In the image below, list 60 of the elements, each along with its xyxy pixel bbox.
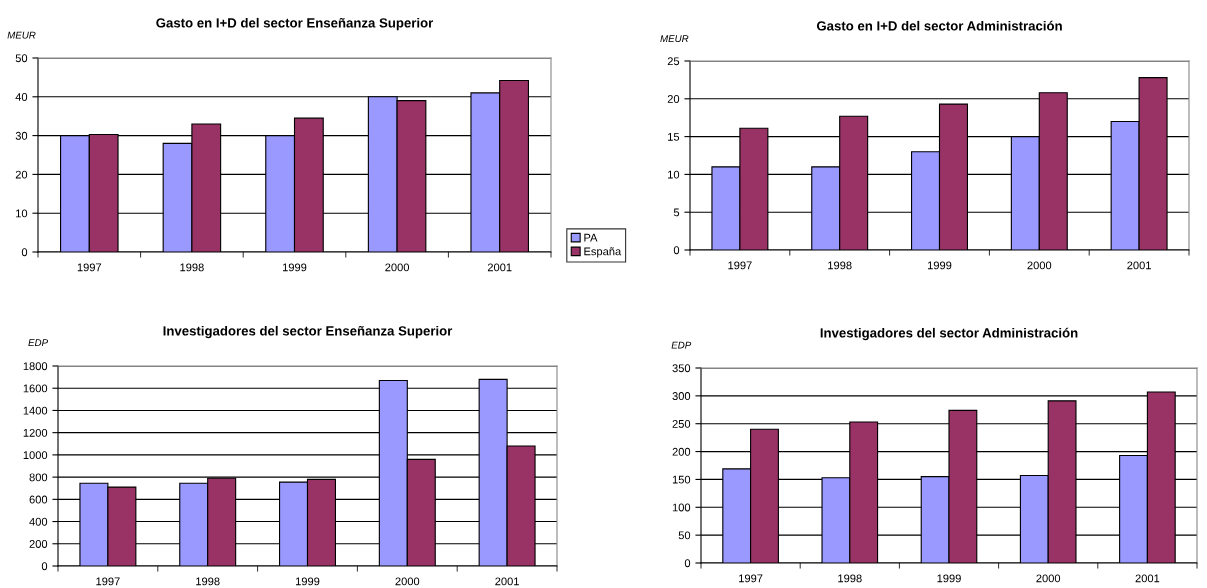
legend-label: PA [584, 233, 598, 242]
y-tick-label: 100 [672, 503, 691, 512]
y-tick-label: 0 [673, 246, 680, 255]
x-tick-label: 2000 [1036, 574, 1061, 583]
legend-label: España [584, 247, 622, 258]
y-tick-label: 0 [684, 559, 691, 568]
y-axis-title: EDP [28, 339, 48, 346]
y-tick-label: 10 [16, 209, 28, 218]
y-tick-label: 300 [672, 392, 691, 400]
y-axis-title: MEUR [7, 31, 36, 39]
y-tick-label: 0 [41, 562, 48, 571]
y-tick-label: 1800 [23, 362, 48, 371]
y-tick-label: 15 [668, 132, 680, 141]
x-tick-label: 1998 [828, 261, 852, 270]
x-tick-label: 1998 [838, 574, 862, 583]
y-tick-label: 800 [29, 473, 48, 482]
x-tick-label: 1997 [77, 263, 102, 272]
x-tick-label: 1999 [282, 263, 307, 272]
y-tick-label: 400 [29, 517, 48, 526]
y-tick-label: 1400 [23, 406, 48, 415]
y-tick-label: 1000 [23, 451, 48, 460]
y-tick-label: 1600 [23, 384, 48, 393]
x-tick-label: 1997 [739, 574, 763, 583]
x-tick-label: 1998 [180, 263, 204, 272]
y-tick-label: 10 [668, 170, 680, 179]
x-tick-label: 2000 [385, 263, 410, 272]
x-tick-label: 2001 [1127, 261, 1151, 270]
y-tick-label: 20 [667, 95, 680, 103]
chart-title: Gasto en I+D del sector Enseñanza Superior [156, 17, 434, 31]
y-tick-label: 0 [21, 248, 28, 257]
x-tick-label: 2000 [1027, 261, 1052, 270]
x-tick-label: 2001 [495, 577, 519, 586]
y-tick-label: 25 [667, 57, 680, 66]
chart-title: Investigadores del sector Enseñanza Superior [163, 325, 453, 339]
x-tick-label: 1999 [937, 574, 961, 583]
y-tick-label: 1200 [23, 428, 48, 437]
y-tick-label: 50 [15, 54, 28, 63]
x-tick-label: 1998 [196, 577, 220, 586]
x-tick-label: 1997 [96, 577, 120, 586]
y-axis-title: EDP [671, 341, 692, 349]
x-tick-label: 1997 [728, 261, 752, 270]
y-tick-label: 30 [15, 131, 28, 140]
x-tick-label: 1999 [927, 261, 952, 270]
chart-title: Investigadores del sector Administración [820, 327, 1078, 341]
y-tick-label: 50 [678, 531, 691, 540]
y-tick-label: 150 [672, 475, 691, 484]
y-axis-title: MEUR [660, 35, 689, 43]
x-tick-label: 2000 [395, 577, 420, 586]
y-tick-label: 200 [29, 540, 48, 548]
x-tick-label: 2001 [487, 263, 512, 272]
y-tick-label: 250 [672, 419, 691, 428]
y-tick-label: 350 [672, 364, 691, 373]
x-tick-label: 2001 [1135, 574, 1160, 583]
chart-title: Gasto en I+D del sector Administración [816, 20, 1062, 31]
y-tick-label: 5 [673, 208, 680, 217]
y-tick-label: 200 [672, 447, 691, 456]
y-tick-label: 600 [29, 495, 48, 504]
y-tick-label: 20 [15, 170, 28, 179]
x-tick-label: 1999 [295, 577, 320, 586]
y-tick-label: 40 [15, 93, 28, 101]
